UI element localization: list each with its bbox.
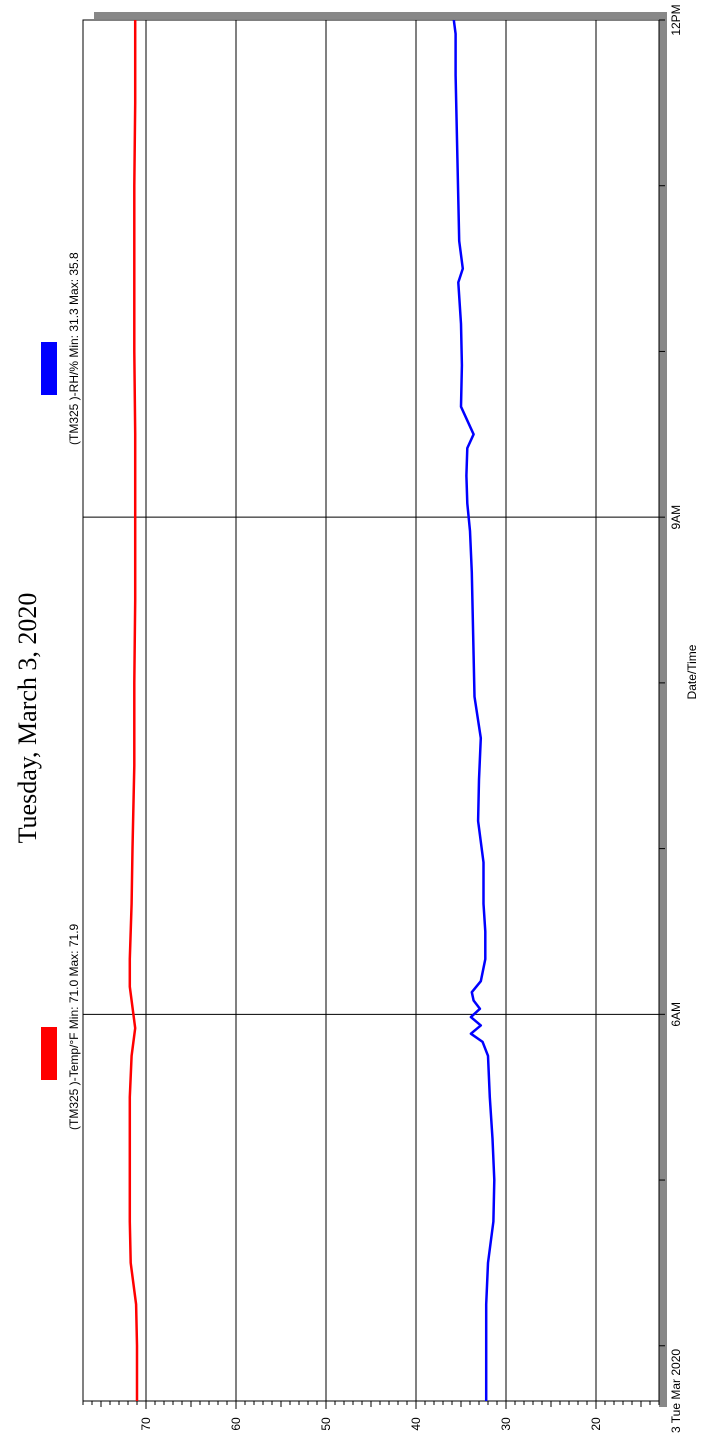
series-line-tm325-rh-min-31-3-max-35-8 (452, 19, 496, 1401)
value-tick-label: 30 (499, 1417, 513, 1431)
title-layer: Tuesday, March 3, 2020 (13, 593, 42, 844)
series-layer (128, 19, 496, 1401)
legend-swatch (41, 342, 57, 395)
value-tick-label: 20 (589, 1417, 603, 1431)
chart-title: Tuesday, March 3, 2020 (13, 593, 42, 844)
legend-label: (TM325 )-Temp/°F Min: 71.0 Max: 71.9 (67, 923, 81, 1130)
series-line-tm325-temp-f-min-71-0-max-71-9 (128, 20, 139, 1401)
frame-shadow-top (94, 12, 665, 19)
legend: (TM325 )-Temp/°F Min: 71.0 Max: 71.9 (TM3… (41, 252, 81, 1130)
x-axis-title: Date/Time (685, 644, 699, 699)
legend-label: (TM325 )-RH/% Min: 31.3 Max: 35.8 (67, 252, 81, 445)
grid (83, 19, 659, 1401)
legend-swatch (41, 1027, 57, 1080)
frame-shadow-right (659, 12, 667, 1407)
value-tick-label: 70 (139, 1417, 153, 1431)
value-tick-label: 50 (319, 1417, 333, 1431)
frame (82, 12, 667, 1407)
time-tick-label: 9AM (669, 505, 683, 530)
time-tick-label: 12PM (669, 4, 683, 35)
plot-area (82, 19, 660, 1402)
axes: 20 30 40 50 60 70 6AM 9AM 12PM 3 Tue Mar 2020 Date… (82, 4, 699, 1433)
x-start-label: 3 Tue Mar 2020 (669, 1349, 683, 1433)
value-tick-label: 60 (229, 1417, 243, 1431)
value-tick-label: 40 (409, 1417, 423, 1431)
time-tick-label: 6AM (669, 1002, 683, 1027)
